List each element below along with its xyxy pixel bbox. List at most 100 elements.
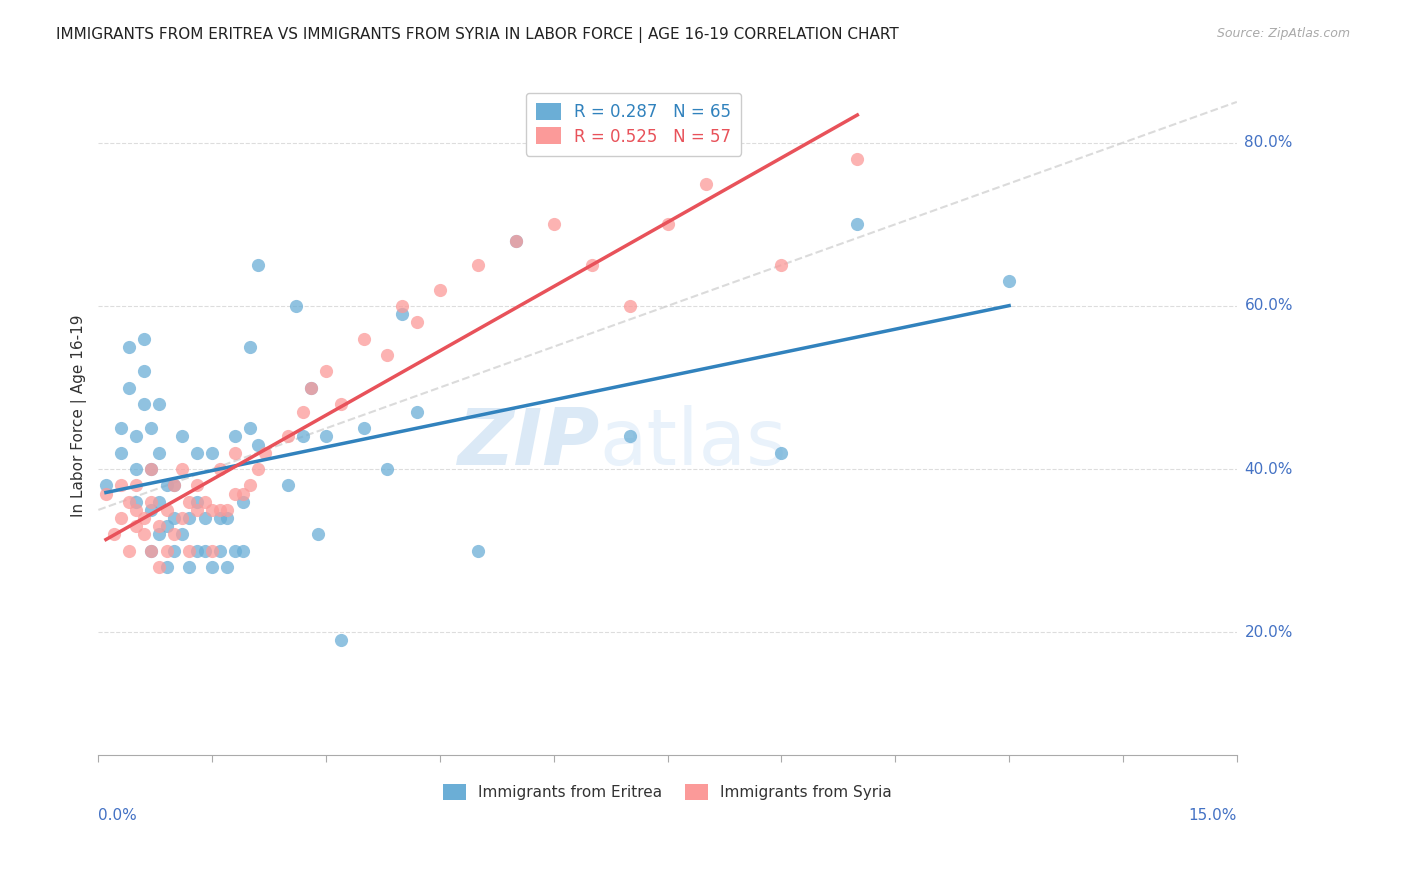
Point [695, 177, 717, 191]
Point [619, 299, 641, 313]
Point [208, 511, 231, 525]
Point [141, 494, 163, 508]
Point [194, 543, 217, 558]
Point [156, 543, 179, 558]
Point [429, 283, 451, 297]
Point [170, 511, 193, 525]
Point [103, 527, 125, 541]
Point [292, 429, 315, 443]
Point [239, 340, 262, 354]
Point [163, 543, 186, 558]
Point [657, 217, 679, 231]
Point [467, 543, 489, 558]
Point [217, 560, 239, 574]
Point [179, 560, 201, 574]
Point [770, 258, 793, 272]
Point [375, 348, 398, 362]
Point [148, 560, 170, 574]
Point [315, 429, 337, 443]
Text: IMMIGRANTS FROM ERITREA VS IMMIGRANTS FROM SYRIA IN LABOR FORCE | AGE 16-19 CORR: IMMIGRANTS FROM ERITREA VS IMMIGRANTS FR… [56, 27, 898, 43]
Point [406, 405, 429, 419]
Point [201, 543, 224, 558]
Text: Source: ZipAtlas.com: Source: ZipAtlas.com [1216, 27, 1350, 40]
Point [194, 494, 217, 508]
Point [201, 560, 224, 574]
Point [163, 478, 186, 492]
Point [163, 478, 186, 492]
Point [232, 486, 254, 500]
Point [846, 217, 869, 231]
Point [163, 511, 186, 525]
Point [141, 543, 163, 558]
Point [186, 478, 208, 492]
Point [132, 527, 155, 541]
Point [208, 462, 231, 476]
Point [141, 503, 163, 517]
Point [179, 511, 201, 525]
Point [846, 152, 869, 166]
Point [179, 494, 201, 508]
Point [132, 511, 155, 525]
Point [208, 503, 231, 517]
Point [141, 421, 163, 435]
Point [232, 543, 254, 558]
Text: 40.0%: 40.0% [1244, 461, 1292, 476]
Point [224, 486, 246, 500]
Point [224, 446, 246, 460]
Text: atlas: atlas [599, 405, 787, 481]
Point [125, 429, 148, 443]
Point [201, 446, 224, 460]
Point [505, 234, 527, 248]
Point [132, 332, 155, 346]
Point [246, 437, 269, 451]
Point [239, 421, 262, 435]
Point [770, 446, 793, 460]
Point [330, 397, 353, 411]
Point [94, 486, 117, 500]
Point [186, 543, 208, 558]
Point [292, 405, 315, 419]
Point [284, 299, 307, 313]
Point [186, 503, 208, 517]
Point [141, 543, 163, 558]
Point [148, 397, 170, 411]
Point [141, 462, 163, 476]
Point [148, 446, 170, 460]
Point [353, 421, 375, 435]
Point [217, 503, 239, 517]
Point [391, 299, 413, 313]
Y-axis label: In Labor Force | Age 16-19: In Labor Force | Age 16-19 [72, 315, 87, 517]
Point [246, 258, 269, 272]
Point [148, 494, 170, 508]
Point [543, 217, 565, 231]
Text: ZIP: ZIP [457, 405, 599, 481]
Point [179, 543, 201, 558]
Point [132, 364, 155, 378]
Point [217, 511, 239, 525]
Point [619, 429, 641, 443]
Point [148, 527, 170, 541]
Point [307, 527, 329, 541]
Point [315, 364, 337, 378]
Point [110, 446, 132, 460]
Point [118, 543, 141, 558]
Point [110, 511, 132, 525]
Point [125, 462, 148, 476]
Point [125, 519, 148, 533]
Point [406, 315, 429, 329]
Point [141, 462, 163, 476]
Point [94, 478, 117, 492]
Point [208, 543, 231, 558]
Point [110, 421, 132, 435]
Point [467, 258, 489, 272]
Point [277, 429, 299, 443]
Point [156, 503, 179, 517]
Point [118, 380, 141, 394]
Point [163, 527, 186, 541]
Point [353, 332, 375, 346]
Text: 15.0%: 15.0% [1188, 808, 1237, 822]
Point [277, 478, 299, 492]
Point [299, 380, 322, 394]
Point [239, 478, 262, 492]
Point [224, 543, 246, 558]
